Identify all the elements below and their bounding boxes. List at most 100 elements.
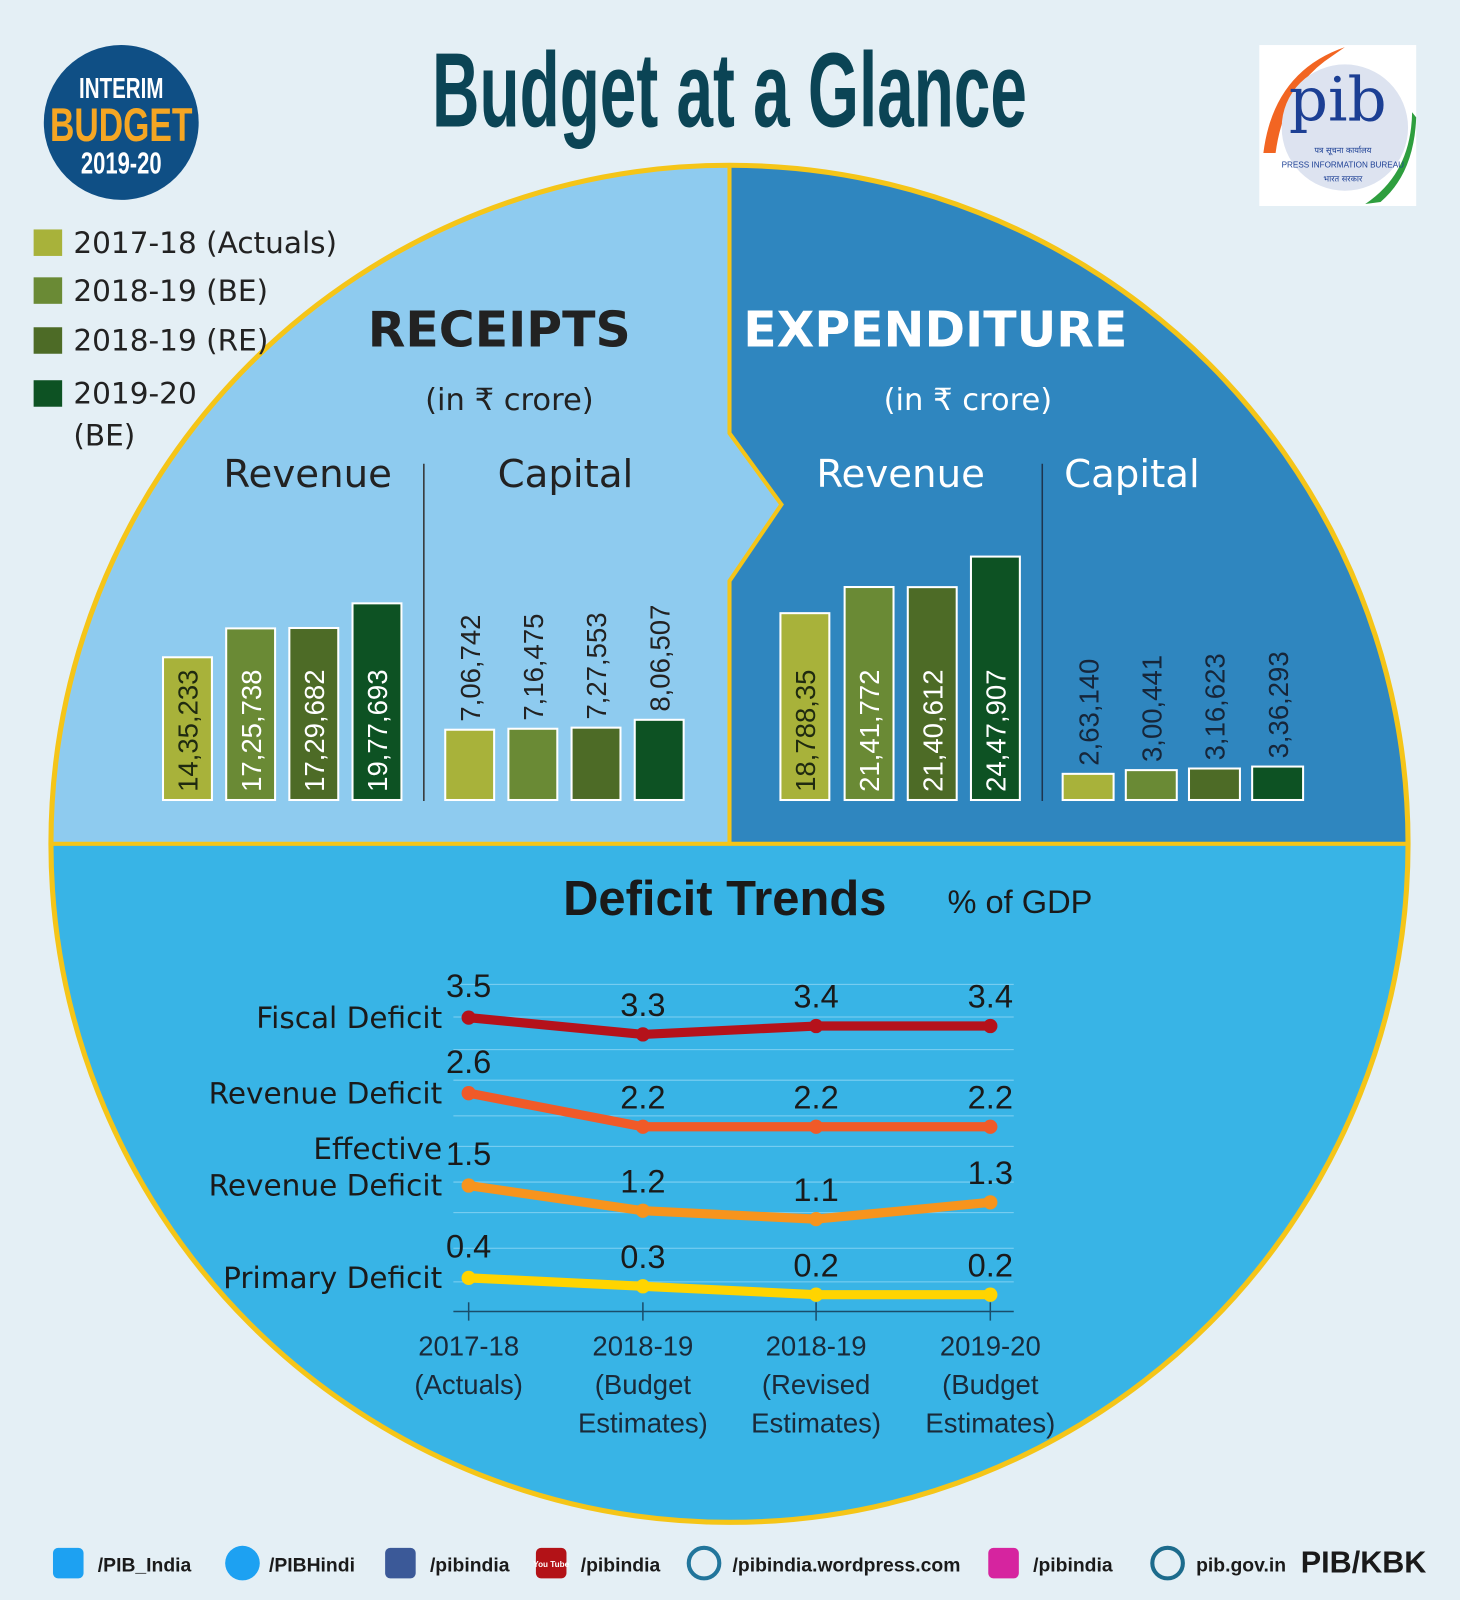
receipts-title: RECEIPTS: [368, 302, 631, 359]
data-label: 2.2: [793, 1078, 838, 1115]
bar-expenditure-capital-1: [1124, 769, 1178, 802]
footer-link-3[interactable]: You Tube/pibindia: [533, 1547, 661, 1579]
series-line: [467, 1088, 991, 1132]
pib-logo: pib पत्र सूचना कार्यालय PRESS INFORMATIO…: [1259, 45, 1417, 207]
data-point: [983, 1195, 998, 1210]
data-point: [808, 1287, 824, 1302]
data-point: [461, 1086, 476, 1101]
logo-text: pib: [1289, 64, 1387, 135]
logo-chakra: [1281, 64, 1409, 191]
footer-link-6[interactable]: pib.gov.in: [1150, 1545, 1286, 1581]
x-tick-label: Estimates): [925, 1408, 1055, 1439]
globe-icon: [1150, 1545, 1185, 1581]
x-tick-label: 2017-18: [418, 1330, 519, 1361]
data-label: 2.2: [968, 1078, 1013, 1115]
bar-value-label: 19,77,693: [362, 670, 393, 792]
data-point: [635, 1203, 651, 1218]
series-name: Primary Deficit: [223, 1261, 442, 1295]
data-label: 1.3: [968, 1154, 1013, 1191]
bar-expenditure-capital-2: [1187, 767, 1241, 802]
series-name: Fiscal Deficit: [256, 1001, 442, 1035]
data-label: 2.2: [620, 1078, 665, 1115]
legend-swatch: [33, 277, 63, 304]
x-tick-label: (Revised: [762, 1369, 871, 1400]
deficit-unit: % of GDP: [948, 883, 1093, 920]
deficit-line-chart: 2017-18 (Actuals) 2018-19 (Budget Estimates)…: [209, 967, 1056, 1438]
bar-receipts-revenue-0: [161, 656, 213, 802]
data-label: 1.1: [793, 1171, 838, 1208]
data-point: [635, 1279, 651, 1294]
data-label: 0.4: [446, 1228, 491, 1265]
badge-circle: [43, 45, 199, 200]
logo-hindi: पत्र सूचना कार्यालय: [1314, 145, 1371, 156]
page-title: Budget at a Glance: [432, 30, 1027, 149]
bar-receipts-revenue-2: [288, 626, 340, 802]
legend-label: 2018-19 (RE): [73, 324, 268, 358]
bar-expenditure-revenue-2: [906, 586, 958, 802]
receipts-subtitle: (in ₹ crore): [425, 383, 594, 418]
legend-swatch: [33, 327, 63, 354]
x-tick-label: Estimates): [578, 1408, 708, 1439]
data-point: [983, 1287, 998, 1302]
footer-link-2[interactable]: /pibindia: [385, 1547, 510, 1579]
legend-label-cont: (BE): [73, 418, 135, 452]
youtube-icon-text: You Tube: [533, 1560, 569, 1569]
series-line: [468, 1013, 991, 1039]
data-point: [461, 1270, 476, 1286]
footer-link-1[interactable]: /PIBHindi: [225, 1545, 355, 1581]
series-name: Revenue Deficit: [209, 1169, 443, 1203]
x-tick-label: 2018-19: [592, 1330, 693, 1361]
series-name: Revenue Deficit: [209, 1076, 443, 1110]
badge-line1: INTERIM: [79, 74, 163, 105]
legend-swatch: [33, 380, 63, 407]
logo-hindi2: भारत सरकार: [1323, 174, 1363, 184]
bar-receipts-capital-3: [633, 718, 685, 802]
instagram-icon: [988, 1547, 1019, 1579]
logo-english: PRESS INFORMATION BUREAU: [1282, 160, 1405, 169]
x-tick-label: (Budget: [942, 1369, 1039, 1400]
bar-expenditure-revenue-0: [779, 612, 831, 802]
footer-link-label: /PIBHindi: [269, 1554, 355, 1576]
twitter-icon: [52, 1547, 84, 1579]
legend-label: 2017-18 (Actuals): [73, 226, 337, 260]
data-point: [635, 1119, 651, 1134]
data-label: 3.5: [446, 967, 491, 1004]
footer: /PIB_India/PIBHindi/pibindia You Tube/pib…: [52, 1545, 1286, 1581]
badge-line2: BUDGET: [50, 98, 192, 151]
badge-line3: 2019-20: [81, 146, 162, 180]
bar-expenditure-capital-0: [1061, 772, 1115, 802]
legend-swatch: [33, 229, 63, 256]
expenditure-subtitle: (in ₹ crore): [884, 383, 1053, 418]
footer-credit: PIB/KBK: [1301, 1545, 1427, 1579]
series-line: [468, 1273, 991, 1300]
twitter-icon: [225, 1545, 260, 1581]
expenditure-title: EXPENDITURE: [743, 302, 1127, 359]
data-point: [808, 1119, 824, 1134]
expenditure-capital-label: Capital: [1064, 452, 1200, 497]
data-label: 0.2: [968, 1246, 1013, 1283]
data-label: 3.3: [620, 986, 665, 1023]
receipts-revenue-label: Revenue: [223, 452, 392, 497]
bar-value-label: 17,25,738: [236, 670, 267, 792]
footer-link-5[interactable]: /pibindia: [988, 1547, 1113, 1579]
bar-value-label: 3,36,293: [1263, 651, 1294, 758]
bar-expenditure-capital-3: [1251, 765, 1305, 802]
bar-receipts-capital-2: [570, 726, 622, 802]
footer-link-0[interactable]: /PIB_India: [52, 1547, 192, 1579]
receipts-capital-label: Capital: [498, 452, 634, 497]
bar-charts: 14,35,233 17,25,738 17,29,682 19,77,693 7,06…: [161, 555, 1305, 802]
logo-saffron-stroke: [1263, 47, 1345, 154]
bar-value-label: 7,16,475: [518, 614, 549, 721]
bar-value-label: 24,47,907: [981, 670, 1012, 792]
data-point: [983, 1018, 998, 1034]
data-point: [983, 1119, 998, 1134]
data-label: 1.5: [446, 1135, 491, 1172]
bar-value-label: 3,16,623: [1200, 653, 1231, 760]
interim-budget-badge: INTERIM BUDGET 2019-20: [43, 45, 199, 200]
footer-link-label: /pibindia.wordpress.com: [733, 1554, 961, 1576]
bar-value-label: 21,40,612: [917, 670, 948, 792]
data-label: 0.2: [793, 1246, 838, 1283]
footer-link-4[interactable]: /pibindia.wordpress.com: [686, 1545, 961, 1581]
circle-border: [48, 162, 1411, 1525]
